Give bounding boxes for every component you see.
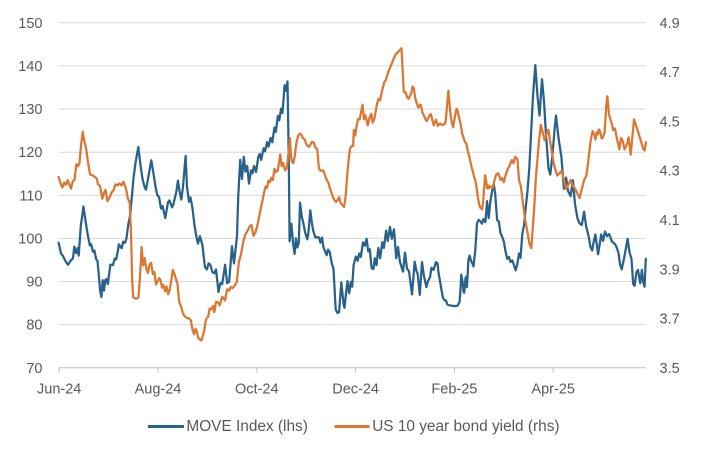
svg-text:80: 80 (26, 318, 42, 334)
svg-text:Aug-24: Aug-24 (135, 382, 182, 398)
svg-text:3.7: 3.7 (660, 312, 680, 328)
svg-text:Feb-25: Feb-25 (431, 382, 477, 398)
svg-text:140: 140 (18, 59, 42, 75)
svg-text:130: 130 (18, 102, 42, 118)
svg-text:3.9: 3.9 (660, 262, 680, 278)
svg-text:Jun-24: Jun-24 (37, 382, 81, 398)
svg-text:4.7: 4.7 (660, 65, 680, 81)
svg-text:90: 90 (26, 275, 42, 291)
svg-text:Apr-25: Apr-25 (531, 382, 575, 398)
svg-text:100: 100 (18, 231, 42, 247)
svg-text:Oct-24: Oct-24 (235, 382, 279, 398)
svg-text:3.5: 3.5 (660, 361, 680, 377)
svg-text:Dec-24: Dec-24 (332, 382, 379, 398)
svg-text:4.3: 4.3 (660, 164, 680, 180)
svg-text:US 10 year bond yield (rhs): US 10 year bond yield (rhs) (372, 418, 559, 435)
svg-text:4.5: 4.5 (660, 114, 680, 130)
svg-text:120: 120 (18, 145, 42, 161)
svg-text:MOVE Index (lhs): MOVE Index (lhs) (186, 418, 307, 435)
svg-text:4.9: 4.9 (660, 16, 680, 32)
svg-text:150: 150 (18, 16, 42, 32)
svg-text:4.1: 4.1 (660, 213, 680, 229)
svg-text:110: 110 (19, 188, 42, 204)
svg-text:70: 70 (26, 361, 42, 377)
